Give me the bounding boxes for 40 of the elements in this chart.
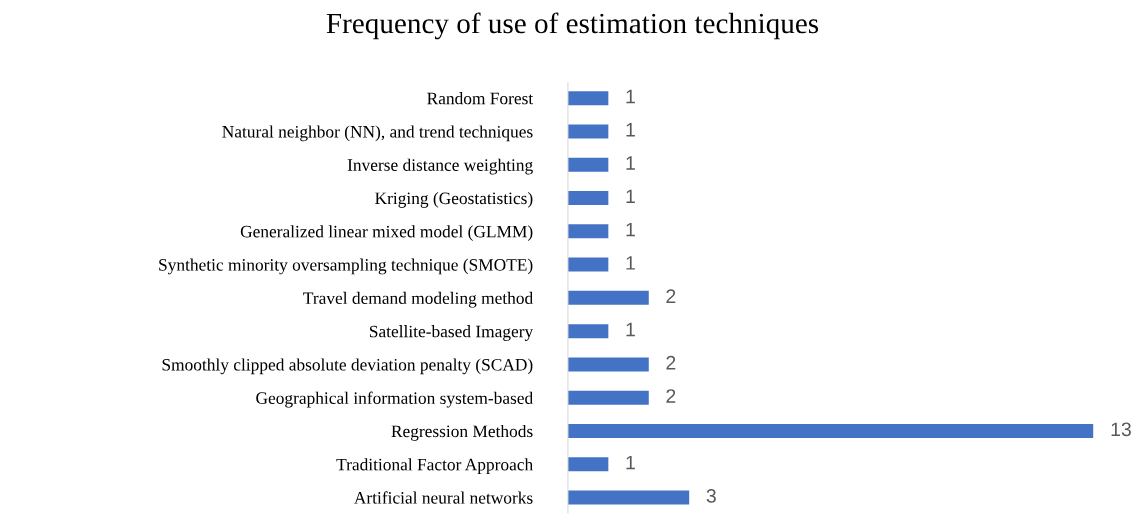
- chart-title: Frequency of use of estimation techniques: [326, 12, 819, 40]
- data-label: 2: [666, 389, 676, 403]
- y-tick-label: Synthetic minority oversampling technique (SMOTE): [159, 258, 533, 275]
- data-label: 1: [626, 455, 635, 470]
- data-label: 3: [706, 489, 716, 503]
- y-tick-label: Travel demand modeling method: [303, 291, 533, 308]
- y-tick-label: Geographical information system-based: [256, 391, 533, 408]
- bar: [567, 357, 649, 372]
- bar: [567, 490, 690, 505]
- data-label: 2: [666, 355, 676, 370]
- data-label: 1: [626, 222, 635, 237]
- bar: [567, 290, 649, 305]
- data-label: 1: [626, 256, 635, 270]
- bar: [567, 224, 609, 239]
- bar: [567, 457, 609, 472]
- data-label: 1: [626, 156, 635, 170]
- y-tick-label: Random Forest: [427, 92, 534, 105]
- bar: [567, 424, 1094, 438]
- bar: [567, 157, 609, 172]
- y-tick-label: Artificial neural networks: [354, 491, 533, 504]
- data-label: 2: [666, 289, 676, 303]
- data-label: 1: [626, 189, 635, 204]
- y-tick-label: Regression Methods: [391, 424, 533, 441]
- bar: [567, 257, 609, 272]
- data-label: 1: [626, 89, 635, 104]
- y-tick-label: Traditional Factor Approach: [336, 458, 533, 474]
- bar: [567, 324, 609, 339]
- data-label: 1: [626, 123, 635, 137]
- y-tick-label: Natural neighbor (NN), and trend techniques: [222, 125, 533, 142]
- y-tick-label: Inverse distance weighting: [347, 158, 533, 175]
- bar: [567, 390, 649, 405]
- y-tick-label: Kriging (Geostatistics): [375, 191, 533, 208]
- data-label: 1: [626, 322, 635, 337]
- y-tick-label: Generalized linear mixed model (GLMM): [240, 225, 533, 241]
- bar: [567, 191, 609, 205]
- y-tick-label: Smoothly clipped absolute deviation penalty (SCAD): [162, 358, 533, 375]
- y-tick-label: Satellite-based Imagery: [369, 325, 534, 341]
- bar: [567, 91, 609, 106]
- data-label: 13: [1111, 422, 1131, 437]
- bar: [567, 124, 609, 139]
